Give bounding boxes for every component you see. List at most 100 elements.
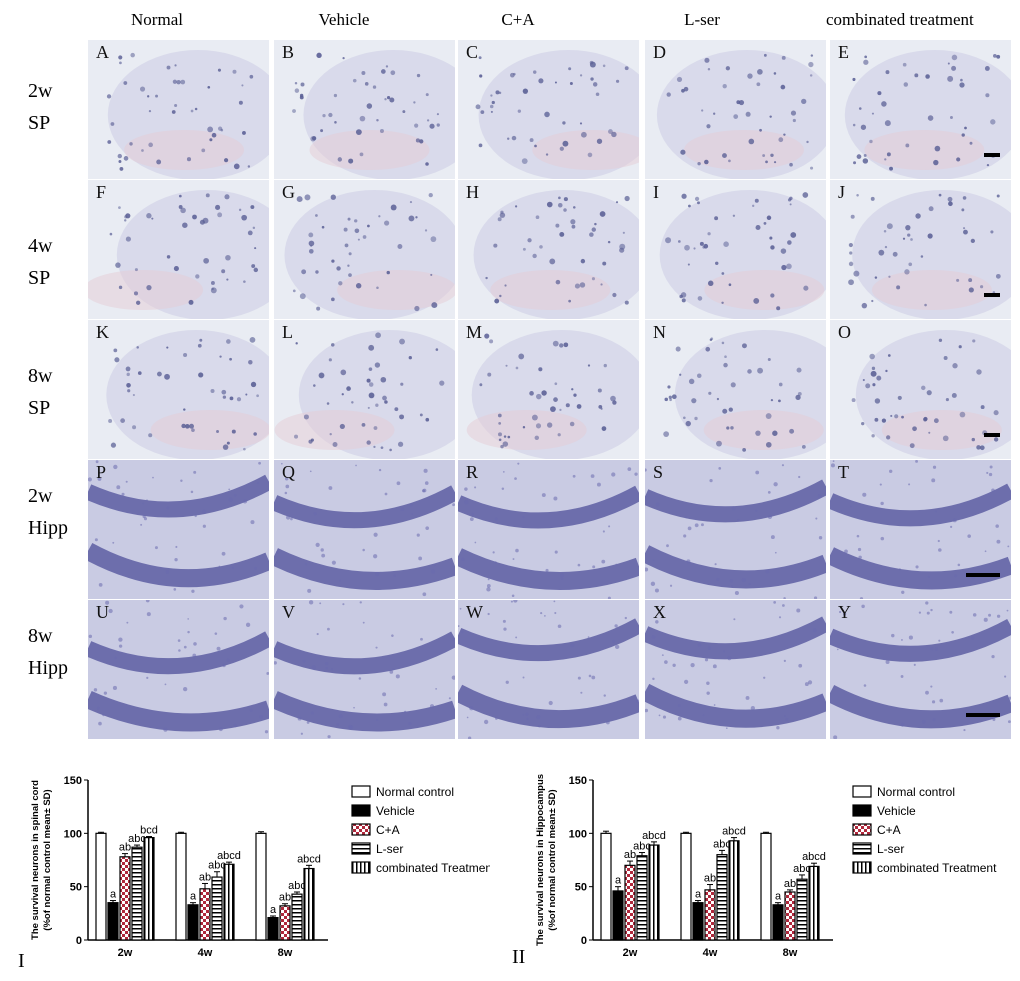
significance-label: abc — [633, 841, 651, 853]
panel-letter: D — [653, 42, 666, 62]
significance-label: ab — [784, 878, 796, 890]
bar — [692, 902, 704, 941]
bar — [291, 893, 303, 941]
legend-entry: combinated Treatment — [376, 861, 490, 875]
row-header-4: 2w Hipp — [28, 485, 68, 539]
bar — [716, 854, 728, 941]
micrograph-panel: P — [88, 460, 269, 599]
micrograph-panel: W — [458, 600, 639, 739]
x-tick-label: 8w — [278, 947, 293, 959]
bar — [255, 832, 267, 941]
x-tick-label: 8w — [783, 947, 798, 959]
bar — [119, 856, 131, 941]
significance-label: a — [190, 891, 197, 903]
bar — [772, 904, 784, 941]
significance-label: abcd — [722, 826, 746, 838]
micrograph-panel: K — [88, 320, 269, 459]
panel-letter: R — [466, 462, 479, 482]
panel-letter: L — [282, 322, 293, 342]
figure-label-i: I — [18, 950, 25, 972]
scale-bar — [984, 293, 1000, 297]
panel-letter: V — [282, 602, 295, 622]
significance-label: abc — [128, 833, 146, 845]
panel-letter: J — [838, 182, 846, 202]
x-tick-label: 4w — [198, 947, 213, 959]
column-header-vehicle: Vehicle — [318, 10, 370, 29]
y-tick-label: 0 — [581, 935, 587, 947]
bar — [175, 832, 187, 941]
micrograph-panel: G — [274, 180, 455, 319]
scale-bar — [984, 153, 1000, 157]
significance-label: abcd — [297, 853, 321, 865]
column-header-ca: C+A — [501, 10, 535, 29]
panel-letter: S — [653, 462, 664, 482]
micrograph-panel: O — [830, 320, 1011, 459]
micrograph-panel: A — [88, 40, 269, 179]
micrograph-panel: C — [458, 40, 639, 179]
micrograph-panel: S — [645, 460, 826, 599]
micrograph-panel: B — [274, 40, 455, 179]
bar — [808, 865, 820, 941]
chart-spinal-cord: 0 50 100 150 The survival neurons in spinal … — [30, 775, 490, 959]
bar — [704, 889, 716, 941]
micrograph-panel: R — [458, 460, 639, 599]
legend-swatch — [852, 861, 872, 874]
panel-letter: P — [96, 462, 107, 482]
legend-entry: L-ser — [877, 842, 904, 856]
legend-swatch — [351, 861, 371, 874]
significance-label: ab — [704, 873, 716, 885]
y-axis-label-sub: (%of normal control mean± SD) — [42, 789, 53, 930]
bar — [107, 902, 119, 941]
panel-letter: W — [466, 602, 483, 622]
bar — [612, 890, 624, 941]
y-tick-label: 150 — [64, 775, 82, 787]
panel-letter: O — [838, 322, 851, 342]
legend-swatch — [852, 823, 872, 836]
legend-entry: C+A — [376, 823, 400, 837]
significance-label: a — [695, 889, 702, 901]
micrograph-panel: U — [88, 600, 269, 739]
bar — [648, 844, 660, 941]
legend-swatch — [351, 823, 371, 836]
legend-entry: Vehicle — [376, 804, 415, 818]
panel-letter: E — [838, 42, 849, 62]
panel-letter: G — [282, 182, 295, 202]
y-tick-label: 100 — [64, 828, 82, 840]
legend-swatch — [351, 785, 371, 798]
legend-entry: combinated Treatment — [877, 861, 997, 875]
micrograph-panel: M — [458, 320, 639, 459]
panel-letter: B — [282, 42, 295, 62]
figure-label-ii: II — [512, 946, 526, 968]
significance-label: abcd — [642, 830, 666, 842]
legend-swatch — [351, 804, 371, 817]
y-tick-label: 150 — [569, 775, 587, 787]
scale-bar — [966, 713, 1000, 717]
panel-letter: Q — [282, 462, 295, 482]
micrograph-panel: Q — [274, 460, 455, 599]
row-header-5: 8w Hipp — [28, 625, 68, 679]
panel-letter: K — [96, 322, 109, 342]
micrograph-panel: T — [830, 460, 1011, 599]
micrograph-panel: I — [645, 180, 826, 319]
bar — [211, 876, 223, 941]
scale-bar — [966, 573, 1000, 577]
panel-letter: H — [466, 182, 479, 202]
micrograph-panel: J — [830, 180, 1011, 319]
panel-letter: C — [466, 42, 479, 62]
significance-label: a — [110, 889, 117, 901]
micrograph-panel: X — [645, 600, 826, 739]
significance-label: bcd — [140, 825, 158, 837]
bar — [680, 832, 692, 941]
panel-letter: T — [838, 462, 849, 482]
significance-label: abc — [713, 838, 731, 850]
column-header-lser: L-ser — [684, 10, 720, 29]
legend-swatch — [351, 842, 371, 855]
significance-label: ab — [119, 842, 131, 854]
legend-swatch — [852, 804, 872, 817]
panel-letter: I — [653, 182, 659, 202]
micrograph-panel: F — [88, 180, 269, 319]
panel-letter: U — [96, 602, 109, 622]
panel-letter: N — [653, 322, 666, 342]
y-tick-label: 100 — [569, 828, 587, 840]
significance-label: abc — [288, 880, 306, 892]
